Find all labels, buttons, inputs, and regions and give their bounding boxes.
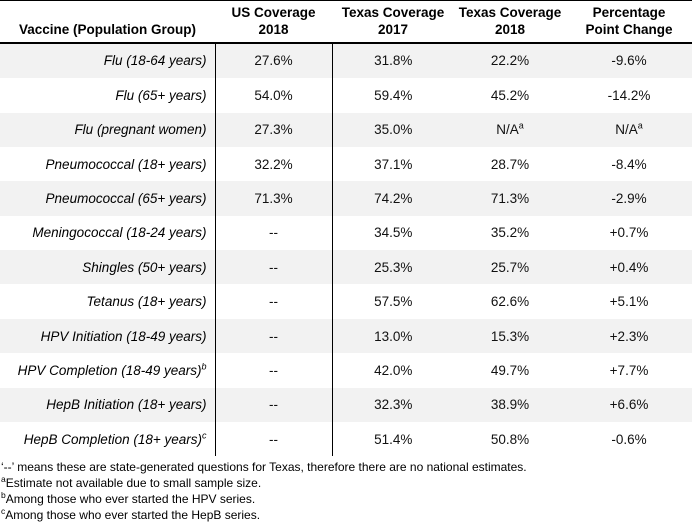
vaccine-cell: Meningococcal (18-24 years) <box>0 215 216 251</box>
us-coverage-2018-cell: -- <box>215 250 333 285</box>
table-row: HepB Completion (18+ years)c -- 51.4% 50.8%… <box>0 422 692 457</box>
footnote-line: ‘--’ means these are state-generated que… <box>1 460 527 475</box>
table-row: Flu (65+ years) 54.0% 59.4% 45.2% -14.2% <box>0 78 692 113</box>
texas-coverage-2017-cell: 51.4% <box>374 431 413 447</box>
vaccine-cell: Flu (pregnant women) <box>0 112 216 147</box>
texas-coverage-2017-cell: 42.0% <box>374 362 413 378</box>
vaccine-cell: Tetanus (18+ years) <box>0 284 216 319</box>
percentage-point-change-cell: +7.7% <box>609 362 649 378</box>
footnote-superscript: c <box>1 506 6 517</box>
header-texas-coverage-2017: Texas Coverage 2017 <box>332 0 454 44</box>
percentage-point-change-cell: -2.9% <box>611 191 647 206</box>
texas-coverage-2017-cell: 31.8% <box>374 53 413 69</box>
us-coverage-2018-cell: 27.3% <box>215 112 333 147</box>
texas-coverage-2017-cell: 59.4% <box>374 87 413 103</box>
header-percentage-point-change: Percentage Point Change <box>566 0 692 44</box>
superscript-marker: c <box>202 430 207 441</box>
percentage-point-change-cell: N/Aa <box>615 120 643 138</box>
vaccine-cell: HepB Initiation (18+ years) <box>0 387 216 423</box>
vaccine-cell: Flu (65+ years) <box>0 78 216 113</box>
us-coverage-2018-cell: -- <box>215 422 333 457</box>
footnote-line: bAmong those who ever started the HPV se… <box>1 490 256 507</box>
table-row: HPV Completion (18-49 years)b -- 42.0% 49.7… <box>0 353 692 388</box>
texas-coverage-2018-cell: 62.6% <box>490 294 530 310</box>
vaccine-coverage-table: Vaccine (Population Group) US Coverage 2… <box>0 0 692 457</box>
footnote-superscript: a <box>1 474 6 485</box>
texas-coverage-2017-cell: 37.1% <box>374 156 413 172</box>
table-row: HepB Initiation (18+ years) -- 32.3% 38.9% +… <box>0 387 692 423</box>
percentage-point-change-cell: -9.6% <box>611 53 647 69</box>
texas-coverage-2018-cell: 71.3% <box>490 191 530 206</box>
footnotes: ‘--’ means these are state-generated que… <box>0 456 692 523</box>
texas-coverage-2017-cell: 35.0% <box>374 122 413 138</box>
vaccine-cell: HepB Completion (18+ years)c <box>0 422 216 457</box>
superscript-marker: a <box>518 120 524 131</box>
texas-coverage-2017-cell: 13.0% <box>374 328 413 344</box>
texas-coverage-2017-cell: 25.3% <box>374 259 413 275</box>
us-coverage-2018-cell: -- <box>215 215 333 251</box>
table-row: Pneumococcal (18+ years) 32.2% 37.1% 28.7% -… <box>0 146 692 182</box>
us-coverage-2018-cell: -- <box>215 318 333 354</box>
table-row: Tetanus (18+ years) -- 57.5% 62.6% +5.1% <box>0 284 692 319</box>
footnote-line: aEstimate not available due to small sam… <box>1 474 262 491</box>
percentage-point-change-cell: +5.1% <box>609 294 649 310</box>
table-body: Flu (18-64 years) 27.6% 31.8% 22.2% -9.6% Flu… <box>0 42 692 457</box>
percentage-point-change-cell: +0.7% <box>609 225 649 241</box>
percentage-point-change-cell: +2.3% <box>609 328 649 344</box>
us-coverage-2018-cell: 27.6% <box>215 42 333 79</box>
texas-coverage-2017-cell: 34.5% <box>374 225 413 241</box>
us-coverage-2018-cell: 32.2% <box>215 146 333 182</box>
texas-coverage-2018-cell: 38.9% <box>490 397 530 413</box>
table-row: HPV Initiation (18-49 years) -- 13.0% 15.3%… <box>0 318 692 354</box>
superscript-marker: a <box>637 120 643 131</box>
texas-coverage-2017-cell: 74.2% <box>374 191 413 206</box>
footnote-line: cAmong those who ever started the HepB s… <box>1 506 261 523</box>
us-coverage-2018-cell: 71.3% <box>215 181 333 216</box>
texas-coverage-2018-cell: 25.7% <box>490 259 530 275</box>
texas-coverage-2018-cell: 49.7% <box>490 362 530 378</box>
footnote-superscript: b <box>1 490 6 501</box>
texas-coverage-2018-cell: 45.2% <box>490 87 530 103</box>
header-us-coverage-2018: US Coverage 2018 <box>215 0 332 44</box>
vaccine-cell: Pneumococcal (18+ years) <box>0 146 216 182</box>
vaccine-cell: HPV Initiation (18-49 years) <box>0 318 216 354</box>
us-coverage-2018-cell: 54.0% <box>215 78 333 113</box>
superscript-marker: b <box>201 361 207 372</box>
header-vaccine-population-group: Vaccine (Population Group) <box>0 0 215 44</box>
texas-coverage-2018-cell: 15.3% <box>490 328 530 344</box>
us-coverage-2018-cell: -- <box>215 387 333 423</box>
vaccine-cell: Shingles (50+ years) <box>0 250 216 285</box>
table-row: Flu (pregnant women) 27.3% 35.0% N/Aa N/Aa <box>0 112 692 147</box>
us-coverage-2018-cell: -- <box>215 353 333 388</box>
table-row: Pneumococcal (65+ years) 71.3% 74.2% 71.3% -… <box>0 181 692 216</box>
table-row: Shingles (50+ years) -- 25.3% 25.7% +0.4% <box>0 250 692 285</box>
percentage-point-change-cell: +6.6% <box>609 397 649 413</box>
texas-coverage-2018-cell: 28.7% <box>490 156 530 172</box>
texas-coverage-2018-cell: 35.2% <box>490 225 530 241</box>
percentage-point-change-cell: +0.4% <box>609 259 649 275</box>
header-row: Vaccine (Population Group) US Coverage 2… <box>0 0 692 44</box>
vaccine-cell: Flu (18-64 years) <box>0 42 216 79</box>
texas-coverage-2017-cell: 32.3% <box>374 397 413 413</box>
table-row: Meningococcal (18-24 years) -- 34.5% 35.2% +… <box>0 215 692 251</box>
percentage-point-change-cell: -0.6% <box>611 431 647 447</box>
vaccine-cell: HPV Completion (18-49 years)b <box>0 353 216 388</box>
percentage-point-change-cell: -14.2% <box>607 87 651 103</box>
texas-coverage-2017-cell: 57.5% <box>374 294 413 310</box>
us-coverage-2018-cell: -- <box>215 284 333 319</box>
texas-coverage-2018-cell: 22.2% <box>490 53 530 69</box>
header-texas-coverage-2018: Texas Coverage 2018 <box>454 0 566 44</box>
percentage-point-change-cell: -8.4% <box>611 156 647 172</box>
table-header: Vaccine (Population Group) US Coverage 2… <box>0 0 692 44</box>
texas-coverage-2018-cell: N/Aa <box>496 120 524 138</box>
vaccine-cell: Pneumococcal (65+ years) <box>0 181 216 216</box>
texas-coverage-2018-cell: 50.8% <box>490 431 530 447</box>
table-row: Flu (18-64 years) 27.6% 31.8% 22.2% -9.6% <box>0 42 692 79</box>
